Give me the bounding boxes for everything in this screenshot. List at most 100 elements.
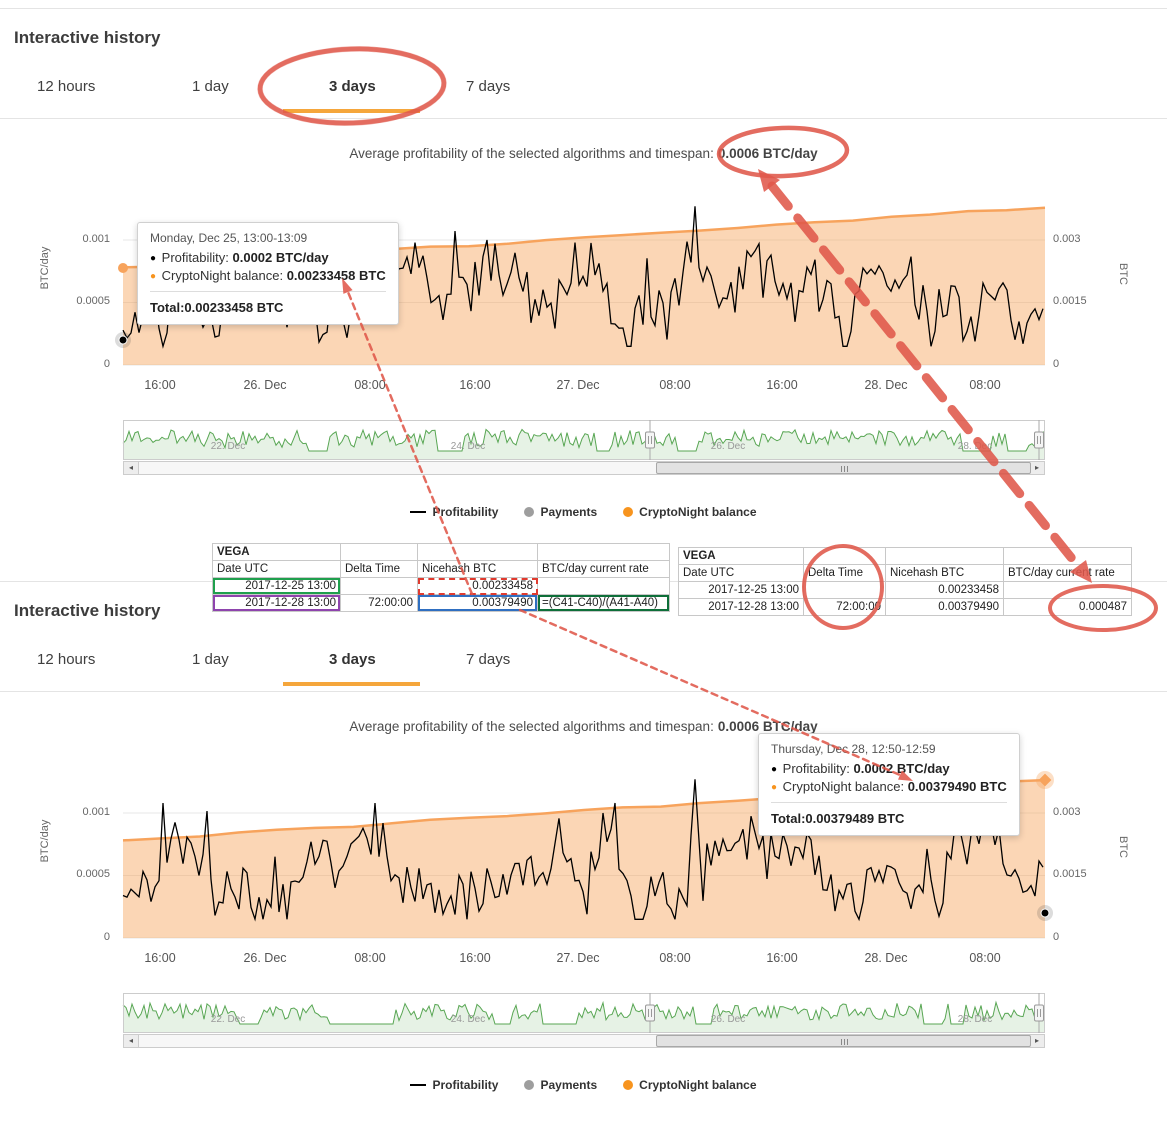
col-header-delta-time[interactable]: Delta Time <box>803 564 886 582</box>
scrollbar-thumb[interactable] <box>656 1035 1031 1047</box>
cell-delta-time[interactable]: 72:00:00 <box>803 598 886 616</box>
cell-delta-time[interactable]: 72:00:00 <box>340 594 418 612</box>
scrollbar-right-arrow[interactable]: ▸ <box>1029 462 1044 474</box>
tab-1-day[interactable]: 1 day <box>192 78 229 95</box>
sheet-cell[interactable] <box>1003 547 1132 565</box>
cell-rate-result[interactable]: 0.000487 <box>1003 598 1132 616</box>
navigator-chart[interactable] <box>122 993 1045 1033</box>
navigator[interactable]: 22. Dec 24. Dec 26. Dec 28. Dec <box>122 993 1045 1033</box>
col-header-nicehash-btc[interactable]: Nicehash BTC <box>417 560 538 578</box>
sheet-cell[interactable] <box>803 581 886 599</box>
sheet-cell[interactable] <box>1003 581 1132 599</box>
x-tick: 26. Dec <box>243 951 287 965</box>
spreadsheet-left: VEGA Date UTC Delta Time Nicehash BTC BT… <box>212 543 670 612</box>
legend-item-payments[interactable]: Payments <box>524 505 597 519</box>
col-header-nicehash-btc[interactable]: Nicehash BTC <box>885 564 1004 582</box>
y-tick: 0.001 <box>82 233 110 245</box>
active-tab-underline <box>283 109 420 113</box>
navigator-chart[interactable] <box>122 420 1045 460</box>
tooltip-value: 0.00233458 BTC <box>286 268 386 283</box>
tooltip-total-row: Total:0.00379489 BTC <box>771 802 1007 826</box>
chart-title-text: Average profitability of the selected al… <box>349 146 714 161</box>
cell-balance-end[interactable]: 0.00379490 <box>885 598 1004 616</box>
legend-item-profitability[interactable]: Profitability <box>410 505 498 519</box>
legend-label: Payments <box>540 1078 598 1092</box>
navigator-tick: 26. Dec <box>710 441 746 452</box>
cell-date-start[interactable]: 2017-12-25 13:00 <box>678 581 804 599</box>
legend-item-cryptonight-balance[interactable]: CryptoNight balance <box>623 1078 757 1092</box>
tab-3-days[interactable]: 3 days <box>329 651 376 668</box>
legend-label: Profitability <box>432 1078 499 1092</box>
legend-item-payments[interactable]: Payments <box>524 1078 597 1092</box>
chart-scrollbar[interactable]: ◂ ▸ <box>123 461 1045 475</box>
y-tick: 0.003 <box>1053 233 1081 245</box>
cell-balance-end[interactable]: 0.00379490 <box>417 594 538 612</box>
legend-label: CryptoNight balance <box>639 505 757 519</box>
chart-tooltip-dec25: Monday, Dec 25, 13:00-13:09 ● Profitabil… <box>137 222 399 325</box>
sheet-cell[interactable] <box>537 577 670 595</box>
legend-item-cryptonight-balance[interactable]: CryptoNight balance <box>623 505 757 519</box>
col-header-date-utc[interactable]: Date UTC <box>678 564 804 582</box>
tab-12-hours[interactable]: 12 hours <box>37 78 96 95</box>
interactive-history-panel-bottom: Interactive history 12 hours 1 day 3 day… <box>0 573 1167 1135</box>
tab-1-day[interactable]: 1 day <box>192 651 229 668</box>
sheet-cell[interactable] <box>340 543 418 561</box>
tab-7-days[interactable]: 7 days <box>466 78 511 95</box>
tooltip-value: 0.0002 BTC/day <box>232 250 329 265</box>
tab-3-days[interactable]: 3 days <box>329 78 376 95</box>
active-tab-underline <box>283 682 420 686</box>
tooltip-total-label: Total: <box>150 300 185 315</box>
tooltip-label: CryptoNight balance: <box>782 779 905 794</box>
tooltip-total-value: 0.00379489 BTC <box>805 811 905 826</box>
col-header-current-rate[interactable]: BTC/day current rate <box>1003 564 1132 582</box>
col-header-delta-time[interactable]: Delta Time <box>340 560 418 578</box>
cell-date-end[interactable]: 2017-12-28 13:00 <box>678 598 804 616</box>
tooltip-date: Monday, Dec 25, 13:00-13:09 <box>150 231 308 245</box>
sheet-cell[interactable] <box>885 547 1004 565</box>
x-tick: 08:00 <box>969 951 1001 965</box>
chart-tooltip-dec28: Thursday, Dec 28, 12:50-12:59 ● Profitab… <box>758 733 1020 836</box>
cell-date-start[interactable]: 2017-12-25 13:00 <box>212 577 341 595</box>
tooltip-value: 0.0002 BTC/day <box>853 761 950 776</box>
x-tick: 08:00 <box>659 378 691 392</box>
chart-scrollbar[interactable]: ◂ ▸ <box>123 1034 1045 1048</box>
legend-label: Profitability <box>432 505 499 519</box>
cell-rate-formula[interactable]: =(C41-C40)/(A41-A40) <box>537 594 670 612</box>
sheet-title-cell[interactable]: VEGA <box>678 547 804 565</box>
scrollbar-right-arrow[interactable]: ▸ <box>1029 1035 1044 1047</box>
orange-dot-icon: ● <box>771 782 778 793</box>
legend-item-profitability[interactable]: Profitability <box>410 1078 498 1092</box>
sheet-cell[interactable] <box>537 543 670 561</box>
navigator[interactable]: 22. Dec 24. Dec 26. Dec 28. Dec <box>122 420 1045 460</box>
cell-date-end[interactable]: 2017-12-28 13:00 <box>212 594 341 612</box>
chart-title: Average profitability of the selected al… <box>0 146 1167 161</box>
navigator-tick: 28. Dec <box>957 1014 993 1025</box>
chart-title-value: 0.0006 BTC/day <box>717 146 818 161</box>
tooltip-label: Profitability: <box>782 761 850 776</box>
y-axis-right-title: BTC <box>1117 263 1129 285</box>
chart-title-text: Average profitability of the selected al… <box>349 719 714 734</box>
scrollbar-left-arrow[interactable]: ◂ <box>124 462 139 474</box>
x-tick: 27. Dec <box>556 951 600 965</box>
divider <box>0 691 1167 692</box>
scrollbar-thumb[interactable] <box>656 462 1031 474</box>
tooltip-label: CryptoNight balance: <box>161 268 284 283</box>
tooltip-value: 0.00379490 BTC <box>907 779 1007 794</box>
tab-7-days[interactable]: 7 days <box>466 651 511 668</box>
cell-balance-start[interactable]: 0.00233458 <box>417 577 538 595</box>
col-header-current-rate[interactable]: BTC/day current rate <box>537 560 670 578</box>
sheet-title-cell[interactable]: VEGA <box>212 543 341 561</box>
tab-12-hours[interactable]: 12 hours <box>37 651 96 668</box>
navigator-tick: 24. Dec <box>450 1014 486 1025</box>
tooltip-balance-row: ● CryptoNight balance: 0.00233458 BTC <box>150 268 386 283</box>
sheet-cell[interactable] <box>340 577 418 595</box>
cell-balance-start[interactable]: 0.00233458 <box>885 581 1004 599</box>
col-header-date-utc[interactable]: Date UTC <box>212 560 341 578</box>
scrollbar-left-arrow[interactable]: ◂ <box>124 1035 139 1047</box>
chart-title-value: 0.0006 BTC/day <box>717 719 818 734</box>
legend-label: CryptoNight balance <box>639 1078 757 1092</box>
sheet-cell[interactable] <box>803 547 886 565</box>
circle-swatch-icon <box>524 1080 535 1090</box>
sheet-cell[interactable] <box>417 543 538 561</box>
